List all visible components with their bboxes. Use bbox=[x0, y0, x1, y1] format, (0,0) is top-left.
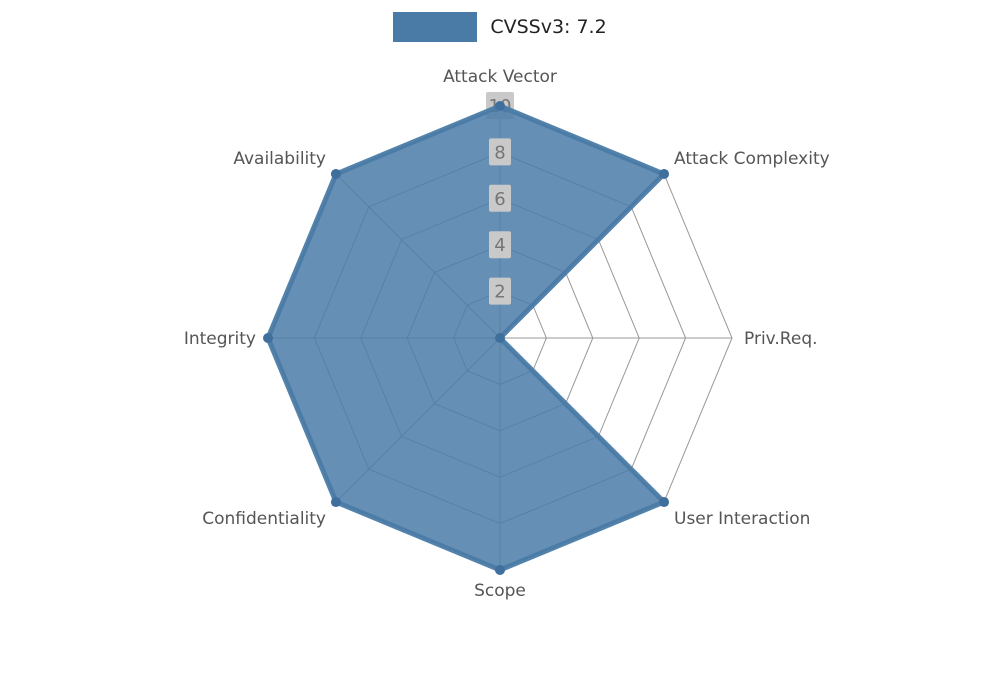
tick-label: 2 bbox=[494, 282, 505, 303]
tick-label-box bbox=[489, 231, 511, 259]
tick-label-box bbox=[489, 277, 511, 305]
data-point bbox=[659, 497, 670, 508]
data-point bbox=[495, 565, 505, 575]
axis-label: Attack Vector bbox=[443, 67, 557, 87]
axis-label: Integrity bbox=[184, 329, 256, 349]
data-point bbox=[330, 497, 341, 508]
axis-label: Confidentiality bbox=[202, 509, 326, 529]
data-point bbox=[659, 168, 670, 179]
axis-label: Availability bbox=[233, 149, 326, 169]
legend-label: CVSSv3: 7.2 bbox=[490, 16, 607, 38]
data-point bbox=[330, 168, 341, 179]
data-point bbox=[263, 333, 273, 343]
axis-label: Scope bbox=[474, 581, 526, 601]
tick-label-box bbox=[489, 138, 511, 166]
tick-label: 8 bbox=[494, 142, 505, 163]
tick-label-box bbox=[489, 184, 511, 212]
chart-legend: CVSSv3: 7.2 bbox=[0, 12, 1000, 42]
data-point bbox=[495, 101, 505, 111]
legend-swatch bbox=[393, 12, 478, 42]
tick-label: 4 bbox=[494, 235, 505, 256]
axis-label: Attack Complexity bbox=[674, 149, 830, 169]
tick-label: 6 bbox=[494, 189, 505, 210]
axis-label: User Interaction bbox=[674, 509, 810, 529]
axis-label: Priv.Req. bbox=[744, 329, 818, 349]
data-point bbox=[495, 333, 505, 343]
